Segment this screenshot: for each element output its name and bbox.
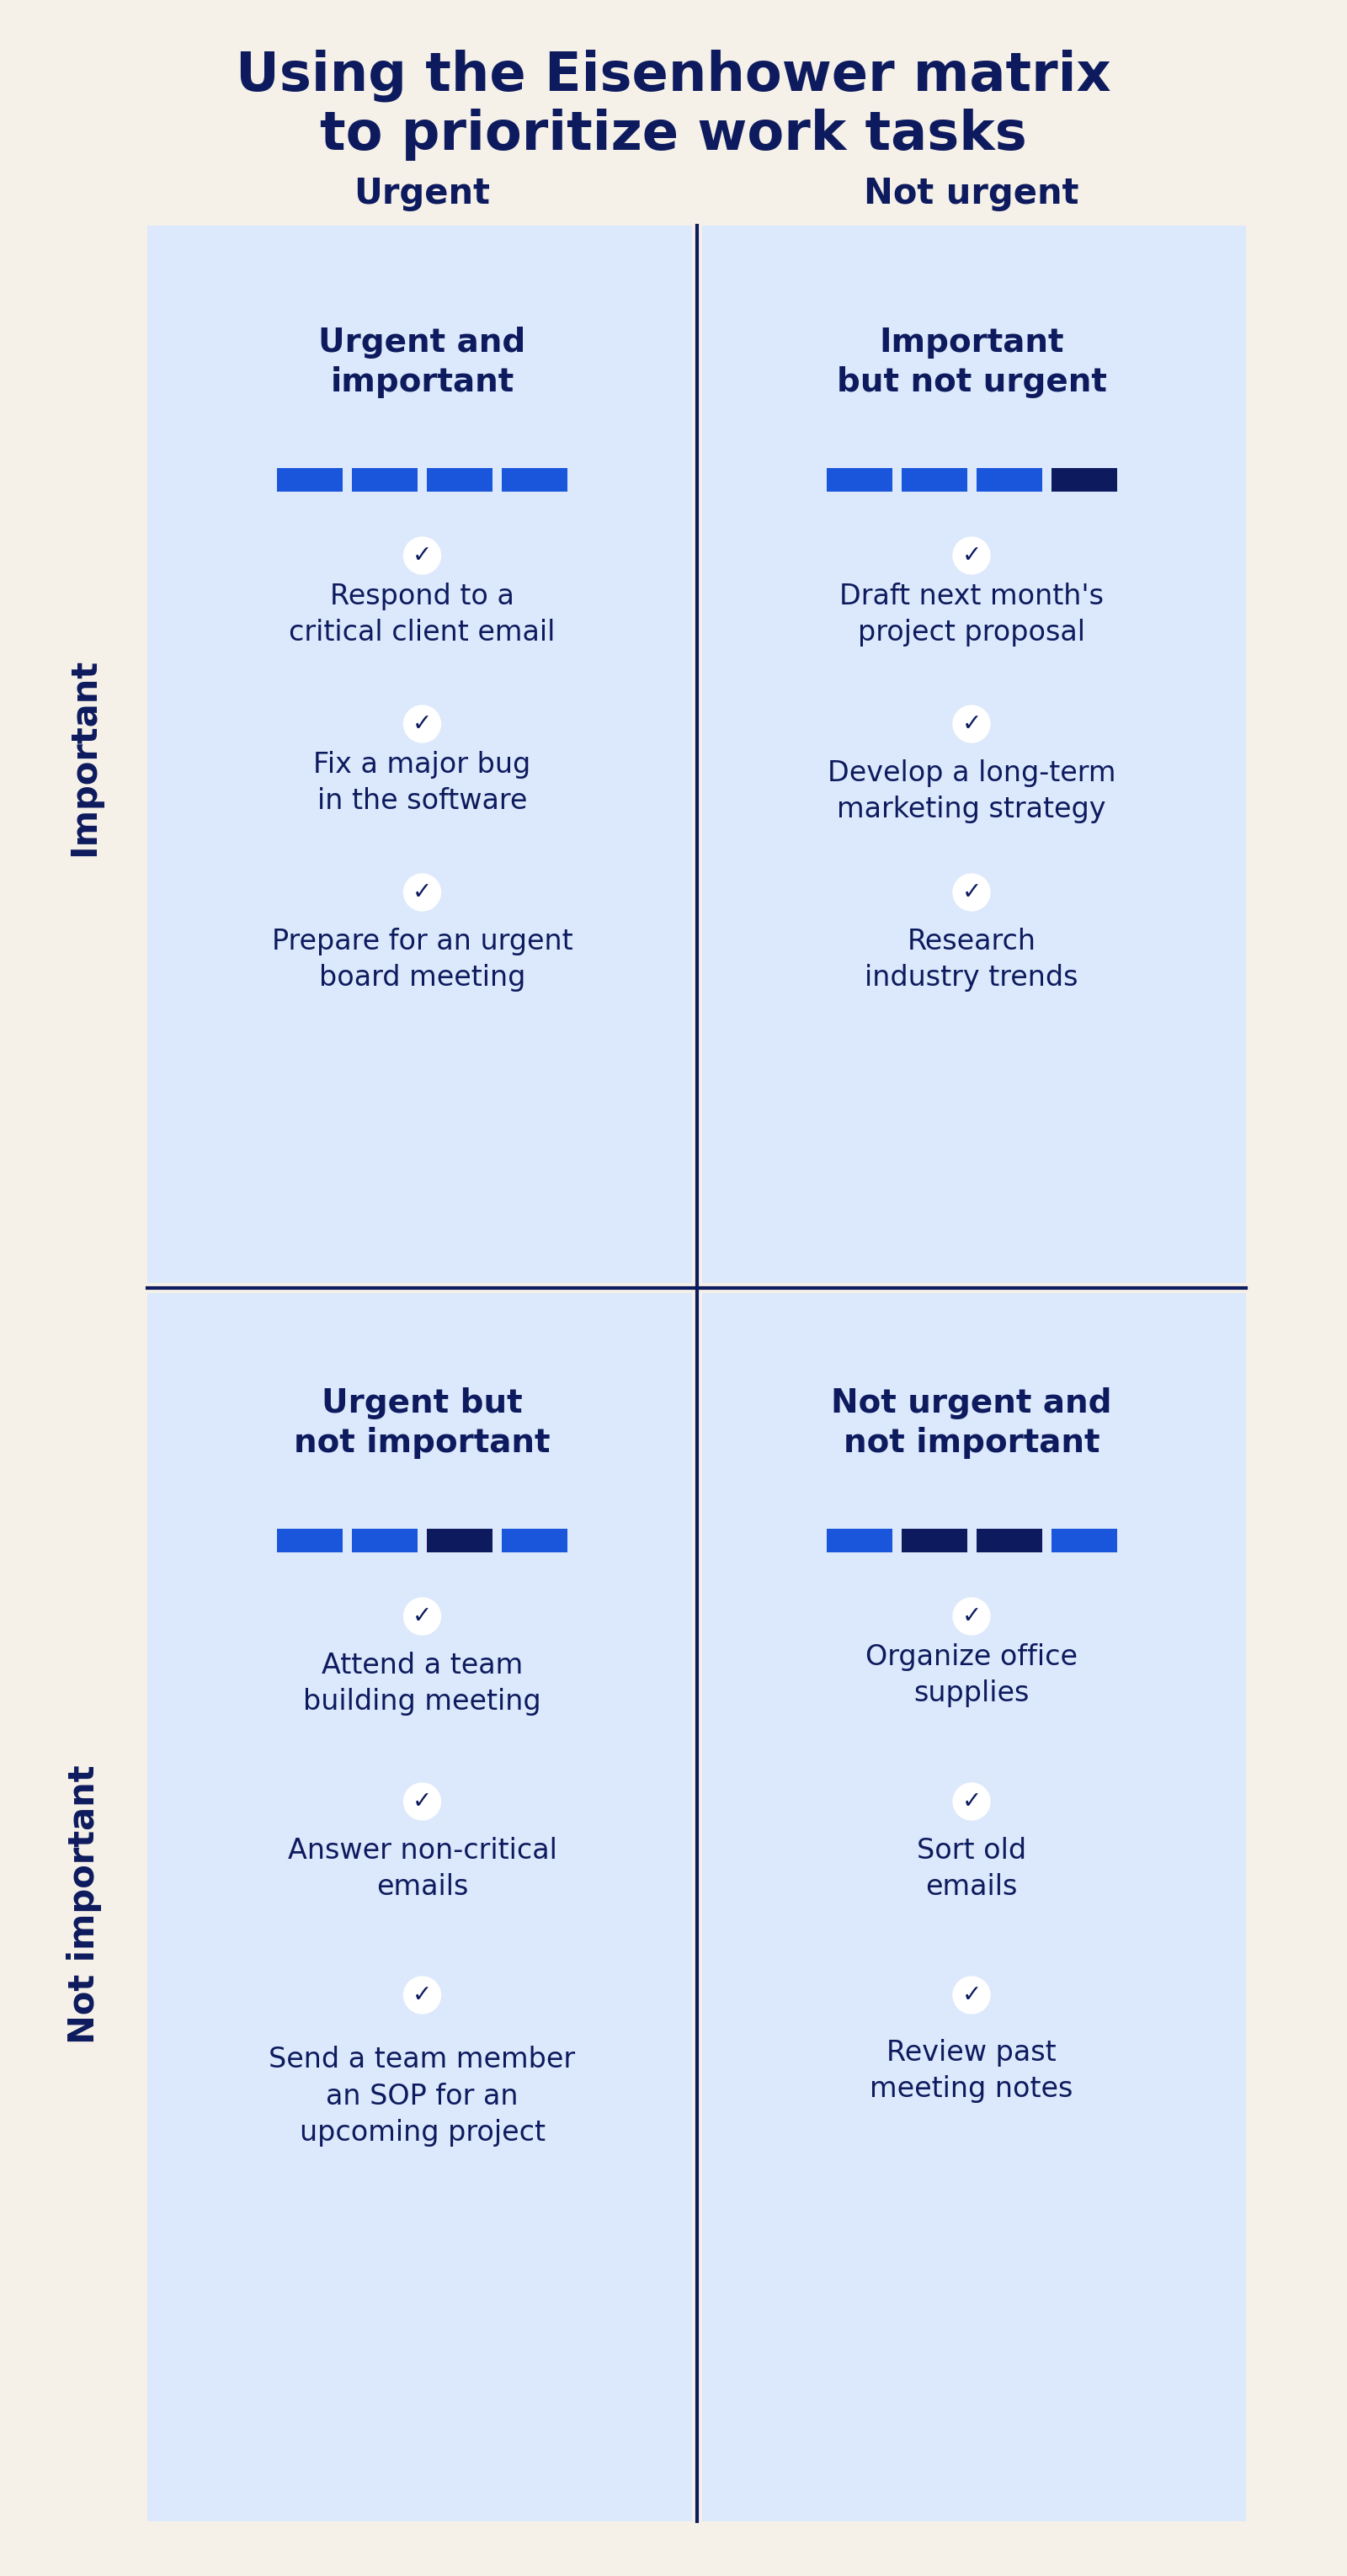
Circle shape xyxy=(954,1976,990,2014)
Text: Using the Eisenhower matrix: Using the Eisenhower matrix xyxy=(236,49,1111,103)
FancyBboxPatch shape xyxy=(1051,1528,1117,1553)
Circle shape xyxy=(954,873,990,912)
FancyBboxPatch shape xyxy=(352,469,418,492)
Text: ✓: ✓ xyxy=(962,1984,982,2007)
Text: ✓: ✓ xyxy=(412,1790,432,1814)
Text: ✓: ✓ xyxy=(412,1605,432,1628)
FancyBboxPatch shape xyxy=(977,469,1041,492)
Text: ✓: ✓ xyxy=(412,881,432,904)
FancyBboxPatch shape xyxy=(352,1528,418,1553)
Circle shape xyxy=(954,1783,990,1821)
FancyBboxPatch shape xyxy=(427,469,493,492)
Text: ✓: ✓ xyxy=(962,1790,982,1814)
Circle shape xyxy=(404,1976,440,2014)
Text: to prioritize work tasks: to prioritize work tasks xyxy=(321,108,1026,160)
Text: Important
but not urgent: Important but not urgent xyxy=(836,327,1107,397)
Text: ✓: ✓ xyxy=(962,1605,982,1628)
Text: Research
industry trends: Research industry trends xyxy=(865,927,1078,992)
FancyBboxPatch shape xyxy=(901,469,967,492)
Text: Not urgent: Not urgent xyxy=(863,175,1079,211)
Text: Fix a major bug
in the software: Fix a major bug in the software xyxy=(314,750,531,814)
Text: ✓: ✓ xyxy=(962,544,982,567)
FancyBboxPatch shape xyxy=(826,1528,892,1553)
Text: Urgent but
not important: Urgent but not important xyxy=(294,1386,551,1458)
Text: ✓: ✓ xyxy=(412,544,432,567)
Circle shape xyxy=(954,706,990,742)
Circle shape xyxy=(954,1597,990,1636)
Text: Attend a team
building meeting: Attend a team building meeting xyxy=(303,1651,541,1716)
Text: Urgent: Urgent xyxy=(354,175,490,211)
FancyBboxPatch shape xyxy=(702,227,1246,1283)
Circle shape xyxy=(404,536,440,574)
Text: Urgent and
important: Urgent and important xyxy=(318,327,525,397)
FancyBboxPatch shape xyxy=(427,1528,493,1553)
Text: Important: Important xyxy=(66,657,102,855)
Text: Answer non-critical
emails: Answer non-critical emails xyxy=(287,1837,556,1901)
Circle shape xyxy=(404,1597,440,1636)
Text: Respond to a
critical client email: Respond to a critical client email xyxy=(290,582,555,647)
FancyBboxPatch shape xyxy=(702,1293,1246,2522)
FancyBboxPatch shape xyxy=(147,227,692,1283)
FancyBboxPatch shape xyxy=(277,469,342,492)
Text: Sort old
emails: Sort old emails xyxy=(917,1837,1026,1901)
Text: Send a team member
an SOP for an
upcoming project: Send a team member an SOP for an upcomin… xyxy=(269,2045,575,2146)
Text: Not important: Not important xyxy=(66,1765,102,2045)
Circle shape xyxy=(954,536,990,574)
FancyBboxPatch shape xyxy=(826,469,892,492)
FancyBboxPatch shape xyxy=(977,1528,1041,1553)
FancyBboxPatch shape xyxy=(501,1528,567,1553)
Text: Draft next month's
project proposal: Draft next month's project proposal xyxy=(839,582,1103,647)
FancyBboxPatch shape xyxy=(147,1293,692,2522)
Circle shape xyxy=(404,1783,440,1821)
Circle shape xyxy=(404,706,440,742)
Text: ✓: ✓ xyxy=(412,711,432,737)
FancyBboxPatch shape xyxy=(901,1528,967,1553)
Text: ✓: ✓ xyxy=(962,881,982,904)
FancyBboxPatch shape xyxy=(1051,469,1117,492)
Text: Prepare for an urgent
board meeting: Prepare for an urgent board meeting xyxy=(272,927,572,992)
Text: Not urgent and
not important: Not urgent and not important xyxy=(831,1386,1111,1458)
FancyBboxPatch shape xyxy=(277,1528,342,1553)
Text: Review past
meeting notes: Review past meeting notes xyxy=(870,2038,1074,2102)
Text: Organize office
supplies: Organize office supplies xyxy=(865,1643,1078,1708)
Circle shape xyxy=(404,873,440,912)
Text: ✓: ✓ xyxy=(412,1984,432,2007)
FancyBboxPatch shape xyxy=(501,469,567,492)
Text: Develop a long-term
marketing strategy: Develop a long-term marketing strategy xyxy=(827,760,1115,824)
Text: ✓: ✓ xyxy=(962,711,982,737)
